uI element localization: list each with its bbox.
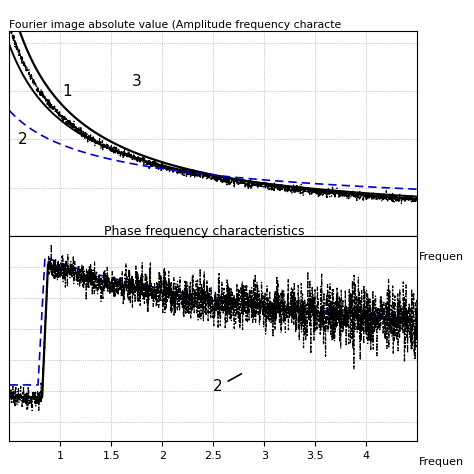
Text: 2: 2 (18, 132, 27, 146)
Text: Frequen: Frequen (419, 252, 465, 262)
Text: 3: 3 (132, 74, 142, 89)
Text: Phase frequency characteristics: Phase frequency characteristics (104, 225, 304, 238)
Text: 2: 2 (213, 374, 241, 394)
Text: Fourier image absolute value (Amplitude frequency characte: Fourier image absolute value (Amplitude … (9, 20, 342, 30)
Text: Frequen: Frequen (419, 457, 465, 467)
Text: 1: 1 (63, 84, 72, 100)
